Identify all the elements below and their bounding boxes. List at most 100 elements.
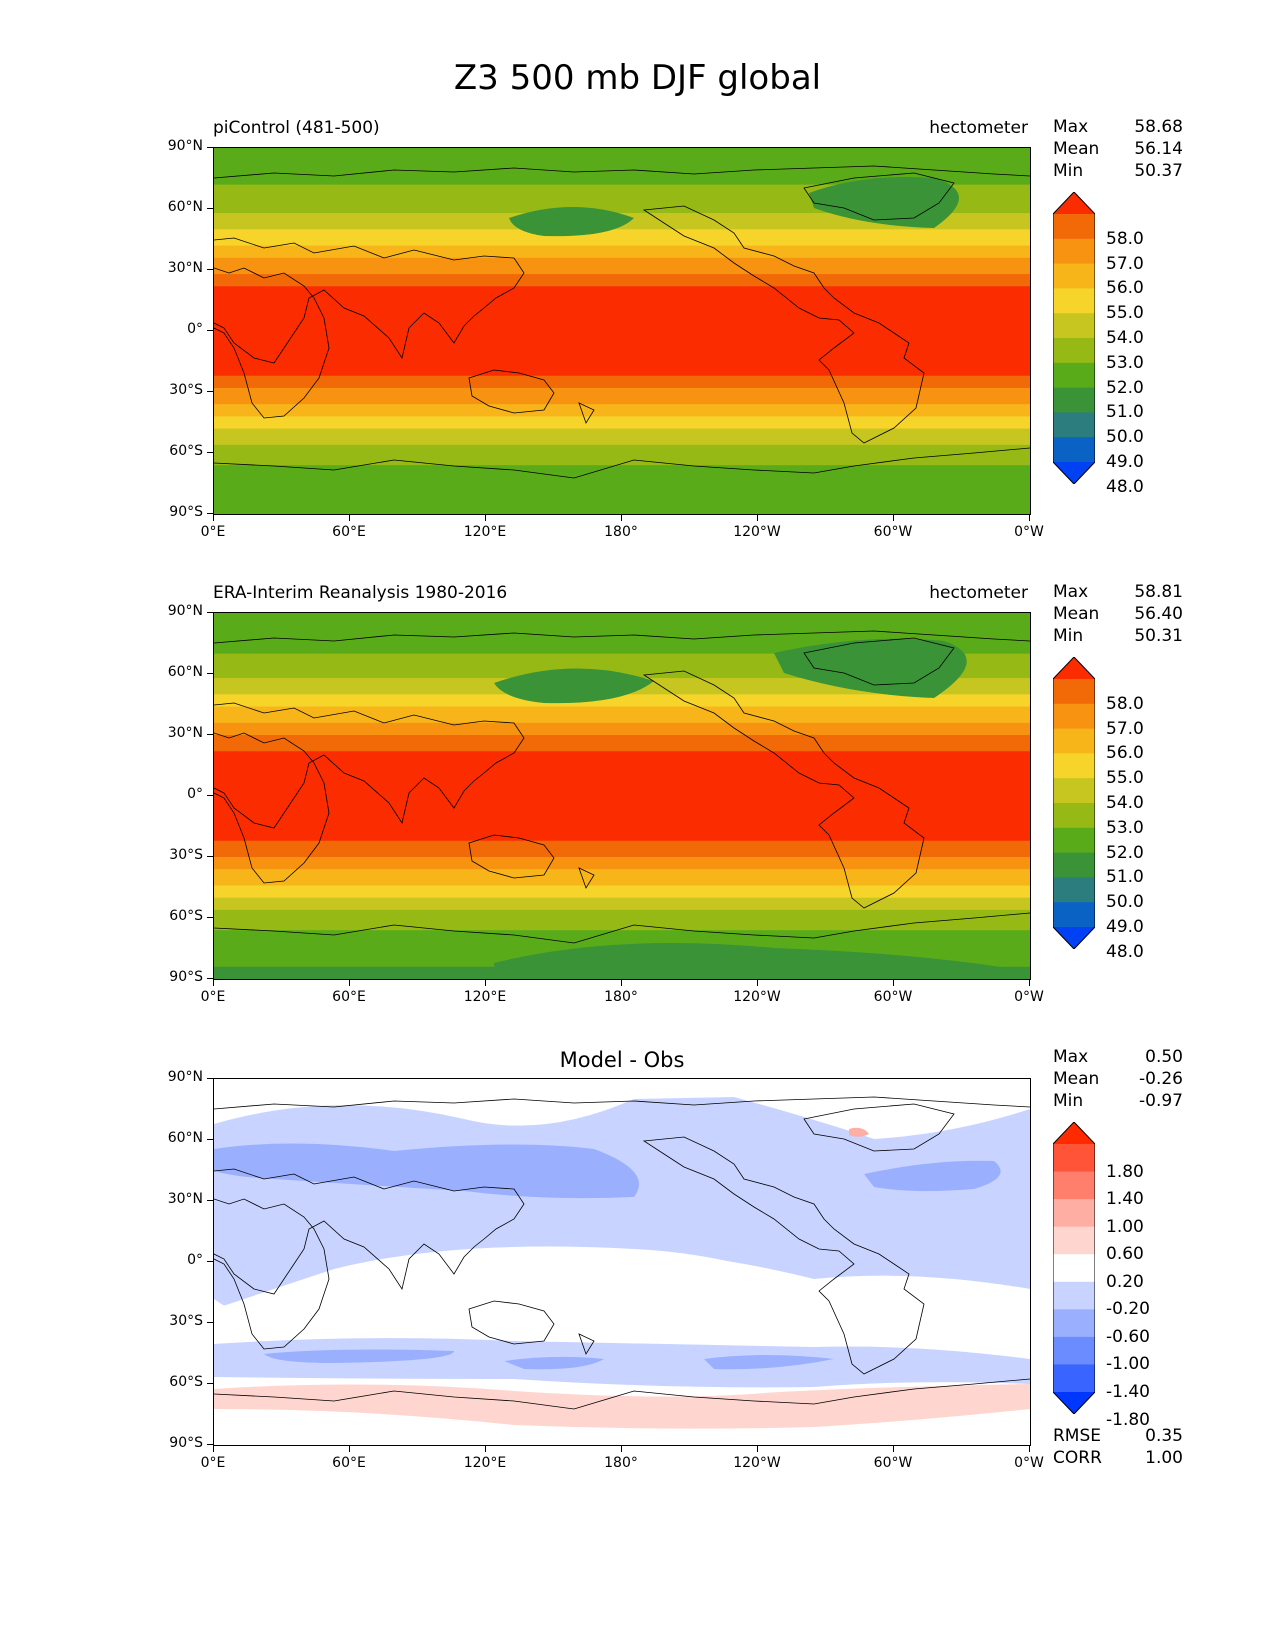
panel2-max-value: 58.81 (1134, 582, 1183, 602)
contour-band (214, 739, 1030, 744)
coastline (214, 267, 330, 419)
contour-band (214, 184, 1030, 190)
y-tick-label: 60°S (169, 1374, 203, 1390)
contour-band (214, 432, 1030, 438)
y-tick-mark (207, 978, 213, 979)
contour-band (214, 869, 1030, 874)
contour-band (214, 326, 1030, 332)
panel2-blob-antarctic (494, 943, 1014, 979)
coastline (468, 369, 555, 414)
contour-band (214, 865, 1030, 870)
panel3-white-tropics (214, 1246, 1030, 1349)
contour-band (214, 278, 1030, 283)
colorbar-label: 58.0 (1106, 693, 1144, 714)
y-tick-mark (207, 734, 213, 735)
coastline (214, 447, 1030, 479)
contour-band (214, 800, 1030, 805)
contour-band (214, 225, 1030, 230)
contour-band (214, 331, 1030, 336)
contour-band (214, 265, 1030, 271)
x-tick-mark (621, 1446, 622, 1452)
coastline (803, 1103, 955, 1152)
contour-band (214, 192, 1030, 198)
contour-band (214, 339, 1030, 344)
contour-band (214, 408, 1030, 413)
contour-band (214, 848, 1030, 854)
contour-band (214, 359, 1030, 365)
x-tick-mark (893, 1446, 894, 1452)
x-tick-mark (349, 515, 350, 521)
panel3-metrics: RMSE 0.35 CORR 1.00 (1053, 1425, 1183, 1469)
x-tick-label: 0°E (200, 1455, 226, 1471)
contour-band (214, 783, 1030, 789)
colorbar-label: -0.60 (1106, 1326, 1150, 1347)
x-tick-mark (621, 515, 622, 521)
contour-band (214, 351, 1030, 356)
colorbar-segment (1053, 827, 1095, 854)
colorbar-segment (1053, 852, 1095, 878)
y-tick-mark (207, 673, 213, 674)
contour-band (214, 261, 1030, 267)
x-tick-mark (485, 515, 486, 521)
panel1-blob-japan (509, 207, 634, 237)
colorbar-label: 48.0 (1106, 941, 1144, 962)
x-tick-label: 60°E (332, 989, 366, 1005)
colorbar-segment (1053, 1144, 1095, 1173)
corr-value: 1.00 (1145, 1448, 1183, 1468)
y-tick-label: 0° (187, 786, 203, 802)
contour-band (214, 367, 1030, 373)
x-tick-label: 120°W (733, 989, 781, 1005)
contour-band (214, 257, 1030, 263)
colorbar-label: 56.0 (1106, 278, 1144, 299)
y-tick-mark (207, 147, 213, 148)
y-tick-label: 90°N (167, 603, 203, 619)
contour-band (214, 347, 1030, 352)
colorbar-segment (1053, 214, 1095, 240)
contour-band (214, 196, 1030, 202)
contour-band (214, 473, 1030, 478)
contour-band (214, 613, 1030, 618)
y-tick-mark (207, 1200, 213, 1201)
x-tick-mark (757, 1446, 758, 1452)
contour-band (214, 440, 1030, 446)
x-tick-label: 0°W (1014, 524, 1044, 540)
y-tick-mark (207, 452, 213, 453)
contour-band (214, 779, 1030, 785)
coastline (578, 867, 595, 889)
contour-band (214, 509, 1030, 514)
x-tick-label: 180° (604, 1455, 638, 1471)
colorbar-label: 1.80 (1106, 1161, 1144, 1182)
colorbar-segment (1053, 1281, 1095, 1310)
contour-band (214, 718, 1030, 724)
x-tick-mark (213, 515, 214, 521)
y-tick-mark (207, 795, 213, 796)
x-tick-label: 60°W (873, 1455, 913, 1471)
coastline (803, 172, 955, 221)
contour-band (214, 176, 1030, 182)
colorbar-label: 48.0 (1106, 476, 1144, 497)
contour-band (214, 657, 1030, 663)
x-tick-label: 0°W (1014, 1455, 1044, 1471)
contour-band (214, 922, 1030, 927)
contour-band (214, 156, 1030, 161)
contour-band (214, 881, 1030, 887)
contour-band (214, 310, 1030, 316)
contour-band (214, 188, 1030, 194)
contour-band (214, 637, 1030, 643)
y-tick-label: 90°N (167, 1069, 203, 1085)
x-tick-mark (621, 980, 622, 986)
panel1-units: hectometer (929, 118, 1028, 138)
contour-band (214, 893, 1030, 899)
contour-band (214, 164, 1030, 169)
y-tick-mark (207, 208, 213, 209)
contour-band (214, 796, 1030, 801)
contour-band (214, 453, 1030, 458)
contour-band (214, 730, 1030, 736)
x-tick-mark (485, 980, 486, 986)
contour-band (214, 355, 1030, 361)
contour-band (214, 428, 1030, 434)
contour-band (214, 241, 1030, 247)
y-tick-label: 60°N (167, 199, 203, 215)
panel1-colorbar (1053, 192, 1095, 484)
colorbar-segment (1053, 313, 1095, 339)
